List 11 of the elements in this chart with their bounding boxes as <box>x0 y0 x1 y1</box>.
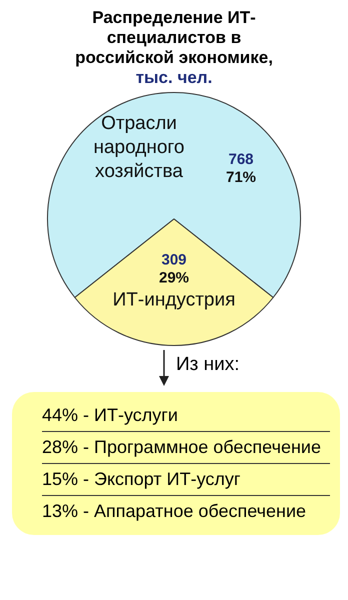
text: 44% - ИТ-услуги <box>42 404 179 427</box>
data-label: 309 29% <box>158 251 190 286</box>
slice-label: Отрасли народного хозяйства <box>93 112 185 182</box>
slice-label: ИТ-индустрия <box>112 289 236 310</box>
chart-title: Распределение ИТ-специалистов в российской экономике, <box>74 8 274 68</box>
data-label: 768 71% <box>226 150 256 186</box>
text: 28% - Программное обеспечение <box>42 431 330 463</box>
text: 15% - Экспорт ИТ-услуг <box>42 463 330 495</box>
text: 13% - Аппаратное обеспечение <box>42 495 330 527</box>
text: Из них: <box>176 354 240 376</box>
chart-subtitle: тыс. чел. <box>134 68 214 88</box>
